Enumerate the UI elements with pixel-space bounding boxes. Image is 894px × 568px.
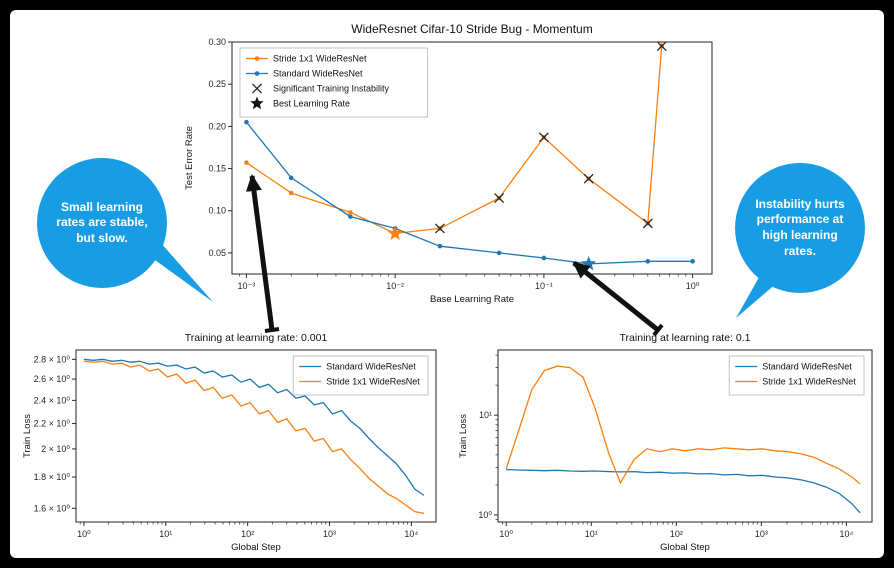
svg-text:Standard WideResNet: Standard WideResNet <box>326 362 416 372</box>
svg-text:Significant Training Instabili: Significant Training Instability <box>273 84 390 94</box>
svg-text:Training at learning rate: 0.1: Training at learning rate: 0.1 <box>620 332 751 344</box>
bottom-left-chart: Training at learning rate: 0.001 10⁰ 10¹ 10… <box>22 332 437 553</box>
bottom-right-chart: Training at learning rate: 0.1 10⁰ 10¹ 10² 1… <box>458 332 873 553</box>
callout-left-text: Small learning rates are stable, but slo… <box>56 199 148 245</box>
svg-text:10¹: 10¹ <box>479 410 492 420</box>
svg-text:1.6 × 10⁰: 1.6 × 10⁰ <box>34 503 71 513</box>
svg-text:Best Learning Rate: Best Learning Rate <box>273 99 350 109</box>
svg-text:Global Step: Global Step <box>231 542 281 553</box>
svg-text:10⁰: 10⁰ <box>478 510 492 520</box>
svg-text:Train Loss: Train Loss <box>22 414 33 458</box>
svg-text:1.8 × 10⁰: 1.8 × 10⁰ <box>34 472 71 482</box>
svg-text:10¹: 10¹ <box>585 529 598 539</box>
svg-text:Global Step: Global Step <box>660 542 710 553</box>
svg-text:10⁰: 10⁰ <box>499 529 513 539</box>
svg-text:10⁴: 10⁴ <box>839 529 853 539</box>
svg-text:WideResnet Cifar-10 Stride Bug: WideResnet Cifar-10 Stride Bug - Momentu… <box>351 22 592 36</box>
svg-text:10⁻²: 10⁻² <box>386 281 404 291</box>
top-chart: WideResnet Cifar-10 Stride Bug - Momentu… <box>184 22 713 305</box>
svg-text:Train Loss: Train Loss <box>458 414 469 458</box>
svg-text:0.15: 0.15 <box>208 164 226 174</box>
svg-text:0.25: 0.25 <box>208 79 226 89</box>
svg-text:10⁴: 10⁴ <box>404 529 418 539</box>
svg-text:0.10: 0.10 <box>208 206 226 216</box>
svg-text:Stride 1x1 WideResNet: Stride 1x1 WideResNet <box>326 377 420 387</box>
svg-text:10²: 10² <box>670 529 683 539</box>
svg-text:0.20: 0.20 <box>208 121 226 131</box>
svg-text:Standard WideResNet: Standard WideResNet <box>762 362 852 372</box>
svg-text:Stride 1x1 WideResNet: Stride 1x1 WideResNet <box>273 54 367 64</box>
svg-text:2.6 × 10⁰: 2.6 × 10⁰ <box>34 374 71 384</box>
svg-text:10⁻¹: 10⁻¹ <box>535 281 553 291</box>
svg-text:10¹: 10¹ <box>159 529 172 539</box>
svg-text:2.4 × 10⁰: 2.4 × 10⁰ <box>34 395 71 405</box>
callout-left-bubble: Small learning rates are stable, but slo… <box>37 158 167 288</box>
svg-text:Base Learning Rate: Base Learning Rate <box>430 294 514 305</box>
svg-text:2 × 10⁰: 2 × 10⁰ <box>41 444 70 454</box>
svg-text:10³: 10³ <box>323 529 336 539</box>
callout-right-text: Instability hurts performance at high le… <box>755 196 845 258</box>
svg-text:Standard WideResNet: Standard WideResNet <box>273 69 363 79</box>
svg-text:10³: 10³ <box>755 529 768 539</box>
svg-text:10²: 10² <box>241 529 254 539</box>
svg-text:0.05: 0.05 <box>208 248 226 258</box>
svg-text:10⁰: 10⁰ <box>77 529 91 539</box>
svg-text:0.30: 0.30 <box>208 37 226 47</box>
svg-text:Training at learning rate: 0.0: Training at learning rate: 0.001 <box>185 332 328 344</box>
svg-text:Test Error Rate: Test Error Rate <box>184 126 195 190</box>
svg-text:2.8 × 10⁰: 2.8 × 10⁰ <box>34 354 71 364</box>
svg-text:2.2 × 10⁰: 2.2 × 10⁰ <box>34 419 71 429</box>
svg-text:Stride 1x1 WideResNet: Stride 1x1 WideResNet <box>762 377 856 387</box>
svg-text:10⁻³: 10⁻³ <box>238 281 256 291</box>
callout-right-bubble: Instability hurts performance at high le… <box>735 163 865 293</box>
svg-text:10⁰: 10⁰ <box>686 281 700 291</box>
